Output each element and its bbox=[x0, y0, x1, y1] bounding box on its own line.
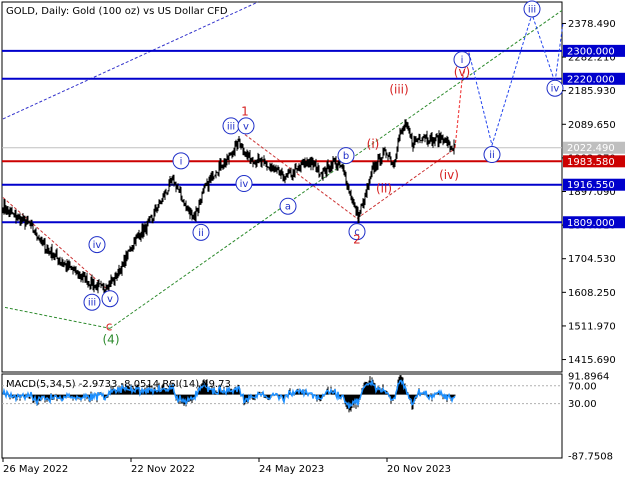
wave-label-circle bbox=[348, 223, 366, 241]
wave-label: i bbox=[180, 156, 183, 167]
wave-label: iii bbox=[88, 298, 96, 309]
wave-label-circle bbox=[101, 290, 119, 308]
wave-label: i bbox=[461, 55, 464, 66]
price-tick-label: 2378.490 bbox=[568, 19, 616, 30]
price-tag-label: 1916.550 bbox=[567, 180, 615, 191]
wave-label: v bbox=[107, 294, 113, 305]
wave-label-circle bbox=[279, 197, 297, 215]
rsi-line bbox=[2, 378, 456, 409]
price-tag-box bbox=[563, 178, 625, 191]
trend-line bbox=[356, 148, 456, 219]
level-lines bbox=[2, 49, 562, 224]
wave-label-circle bbox=[453, 51, 471, 69]
price-tag-box bbox=[563, 72, 625, 85]
trend-line bbox=[4, 306, 111, 329]
price-tag-label: 2220.000 bbox=[567, 74, 615, 85]
trend-lines bbox=[2, 1, 563, 329]
wave-label: c bbox=[106, 320, 113, 334]
trend-line bbox=[109, 9, 563, 329]
time-tick-label: 20 Nov 2023 bbox=[387, 464, 451, 475]
price-tick-label: 1511.970 bbox=[568, 321, 616, 332]
trend-line bbox=[2, 1, 259, 120]
price-tag-label: 2022.490 bbox=[567, 143, 615, 154]
wave-label: 2 bbox=[353, 232, 361, 246]
wave-label: (i) bbox=[367, 137, 380, 151]
trend-line bbox=[244, 134, 358, 219]
price-tags: 2022.490 2300.000 2220.000 1983.580 1916.550… bbox=[563, 44, 625, 229]
chart-title: GOLD, Daily: Gold (100 oz) vs US Dollar … bbox=[6, 6, 228, 17]
wave-label-circle bbox=[88, 236, 106, 254]
wave-label: v bbox=[243, 121, 249, 132]
price-tick-label: 2089.650 bbox=[568, 120, 616, 131]
wave-label: (iv) bbox=[439, 168, 459, 182]
price-panel-frame bbox=[1, 1, 563, 373]
price-tick-label: 2282.210 bbox=[568, 53, 616, 64]
wave-label: (4) bbox=[103, 333, 120, 347]
time-axis: 26 May 2022 22 Nov 2022 24 May 2023 20 Nov … bbox=[2, 458, 451, 475]
wave-label-circle bbox=[483, 146, 501, 164]
price-tick-label: 1415.690 bbox=[568, 355, 616, 366]
trend-line bbox=[2, 197, 111, 293]
wave-label-circle bbox=[546, 79, 564, 97]
wave-label: b bbox=[343, 151, 349, 162]
indicator-tick-label: 30.00 bbox=[568, 399, 597, 410]
wave-label: ii bbox=[489, 150, 495, 161]
price-tick-label: 2185.930 bbox=[568, 86, 616, 97]
indicator-panel-frame bbox=[1, 373, 563, 459]
wave-label-circle bbox=[523, 0, 541, 18]
wave-label-circle bbox=[337, 147, 355, 165]
wave-label: (v) bbox=[454, 65, 470, 79]
price-tag-label: 1809.000 bbox=[567, 218, 615, 229]
wave-label: iii bbox=[227, 121, 235, 132]
price-tag-box bbox=[563, 216, 625, 229]
wave-label: iv bbox=[240, 179, 249, 190]
time-tick-label: 26 May 2022 bbox=[3, 464, 68, 475]
wave-label-circle bbox=[172, 152, 190, 170]
wave-label-circle bbox=[237, 117, 255, 135]
wave-label: ii bbox=[198, 228, 204, 239]
price-series bbox=[2, 119, 456, 297]
price-tag-label: 1983.580 bbox=[567, 157, 615, 168]
wave-label-circle bbox=[83, 293, 101, 311]
indicator-tick-label: 70.00 bbox=[568, 381, 597, 392]
wave-label: 1 bbox=[241, 104, 249, 118]
wave-label: c bbox=[354, 227, 360, 238]
wave-label-circle bbox=[235, 175, 253, 193]
price-tick-label: 1608.250 bbox=[568, 288, 616, 299]
indicator-tick-label: 91.8964 bbox=[568, 372, 609, 383]
wave-label: (ii) bbox=[376, 182, 392, 196]
wave-label: a bbox=[285, 202, 291, 213]
indicator-label: MACD(5,34,5) -2.9733 -8.0514 RSI(14) 49.… bbox=[6, 379, 231, 390]
wave-label: (iii) bbox=[389, 82, 408, 96]
wave-label: iii bbox=[528, 4, 536, 15]
price-tag-box bbox=[563, 141, 625, 154]
price-tick-label: 1704.530 bbox=[568, 254, 616, 265]
wave-label-circle bbox=[192, 223, 210, 241]
wave-label: iv bbox=[551, 84, 560, 95]
price-tag-label: 2300.000 bbox=[567, 46, 615, 57]
price-tick-label: 1897.090 bbox=[568, 187, 616, 198]
time-tick-label: 24 May 2023 bbox=[259, 464, 324, 475]
indicator-tick-label: -87.7508 bbox=[568, 452, 613, 463]
price-axis: 2378.4902282.2102185.9302089.6501993.370… bbox=[562, 19, 616, 366]
wave-label: iv bbox=[93, 240, 102, 251]
price-tag-box bbox=[563, 155, 625, 168]
price-tag-box bbox=[563, 44, 625, 57]
time-tick-label: 22 Nov 2022 bbox=[131, 464, 195, 475]
